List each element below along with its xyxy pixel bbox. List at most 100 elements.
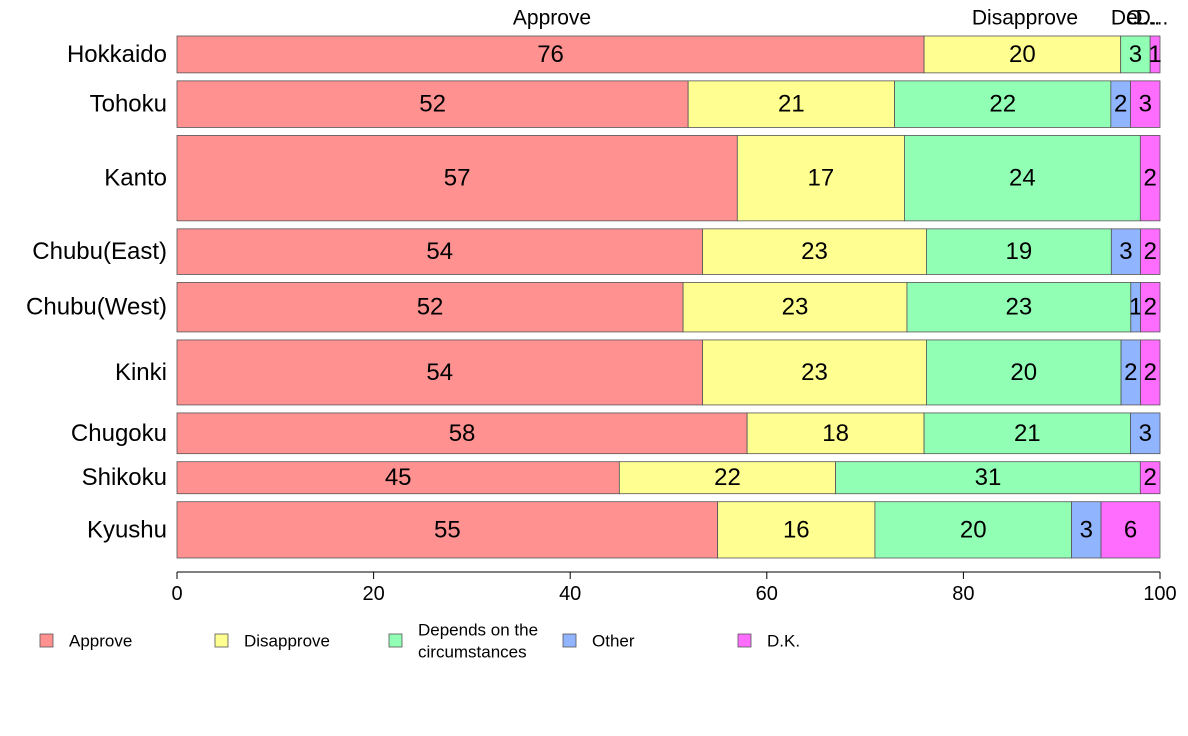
row-label: Tohoku — [90, 91, 167, 118]
bar-segment — [1140, 339, 1161, 406]
segment-value-label: 3 — [1080, 516, 1093, 543]
bar-segment — [176, 412, 748, 455]
legend-swatch — [737, 633, 752, 648]
legend-label: Disapprove — [244, 632, 330, 651]
segment-value-label: 2 — [1144, 238, 1157, 265]
segment-value-label: 22 — [714, 464, 741, 491]
x-tick-label: 100 — [1143, 583, 1176, 605]
segment-value-label: 20 — [1010, 359, 1037, 386]
column-header-label: De... — [1111, 7, 1155, 30]
segment-value-label: 21 — [778, 91, 805, 118]
legend-label: D.K. — [767, 632, 800, 651]
bar-segment — [1071, 501, 1102, 559]
bar-segment — [1130, 412, 1161, 455]
segment-value-label: 24 — [1009, 165, 1036, 192]
bar-segment — [1110, 228, 1141, 275]
bar-segment — [1139, 135, 1161, 222]
bar-segment — [176, 461, 620, 495]
segment-value-label: 52 — [419, 91, 446, 118]
bar-segment — [687, 80, 895, 128]
x-tick-label: 0 — [171, 583, 182, 605]
segment-value-label: 2 — [1144, 294, 1157, 321]
segment-value-label: 76 — [537, 41, 564, 68]
bar-segment — [1149, 35, 1161, 74]
row-label: Kanto — [104, 165, 167, 192]
segment-value-label: 2 — [1143, 165, 1156, 192]
legend-label: Other — [592, 632, 635, 651]
bar-segment — [1140, 282, 1161, 333]
legend-swatch — [388, 633, 403, 648]
row-label: Hokkaido — [67, 41, 167, 68]
column-header-label: D... — [1136, 7, 1169, 30]
segment-value-label: 3 — [1119, 238, 1132, 265]
bar-segment — [923, 35, 1122, 74]
segment-value-label: 57 — [444, 165, 471, 192]
segment-value-label: 2 — [1144, 359, 1157, 386]
segment-value-label: 54 — [426, 238, 453, 265]
segment-value-label: 16 — [783, 516, 810, 543]
segment-value-label: 23 — [801, 359, 828, 386]
bar-segment — [176, 228, 703, 275]
bar-segment — [1100, 501, 1161, 559]
legend-swatch — [39, 633, 54, 648]
bar-segment — [618, 461, 837, 495]
x-tick-label: 60 — [756, 583, 778, 605]
row-labels-group: Hokkaido Tohoku Kanto Chubu(East) Chubu(West… — [26, 41, 167, 543]
bar-segment — [1120, 35, 1151, 74]
x-tick-label: 80 — [952, 583, 974, 605]
bar-segment — [176, 35, 925, 74]
bar-segment — [1139, 461, 1161, 495]
segment-value-label: 23 — [1006, 294, 1033, 321]
segment-value-label: 2 — [1114, 91, 1127, 118]
segment-value-label: 3 — [1129, 41, 1142, 68]
segment-value-label: 1 — [1129, 294, 1142, 321]
bar-segment — [176, 501, 719, 559]
segment-value-label: 1 — [1148, 41, 1161, 68]
segment-value-label: 20 — [1009, 41, 1036, 68]
bar-segment — [702, 339, 927, 406]
bar-segment — [894, 80, 1112, 128]
legend-swatch — [562, 633, 577, 648]
bar-segment — [904, 135, 1141, 222]
bar-segment — [926, 228, 1112, 275]
segment-value-label: 2 — [1143, 464, 1156, 491]
segment-value-label: 31 — [975, 464, 1002, 491]
top-labels-group: Approve Disapprove De...O...D... — [513, 7, 1168, 30]
bar-segment — [176, 339, 703, 406]
x-axis: 0 20 40 60 80 100 — [171, 571, 1177, 605]
row-label: Shikoku — [82, 464, 167, 491]
segment-value-label: 58 — [449, 420, 476, 447]
bar-segment — [736, 135, 905, 222]
segment-value-label: 23 — [801, 238, 828, 265]
segment-value-label: 55 — [434, 516, 461, 543]
segment-value-label: 20 — [960, 516, 987, 543]
bar-segment — [1130, 80, 1161, 128]
column-header-label: Approve — [513, 7, 591, 30]
x-tick-label: 20 — [362, 583, 384, 605]
segment-value-label: 6 — [1124, 516, 1137, 543]
column-header-label: Disapprove — [972, 7, 1078, 30]
bar-segment — [702, 228, 927, 275]
x-tick-label: 40 — [559, 583, 581, 605]
segment-value-label: 45 — [385, 464, 412, 491]
bar-segment — [874, 501, 1072, 559]
bar-segment — [176, 80, 689, 128]
row-label: Chubu(East) — [32, 238, 167, 265]
column-header-label: O... — [1126, 7, 1160, 30]
bar-segment — [835, 461, 1141, 495]
segment-value-label: 3 — [1139, 91, 1152, 118]
segment-value-label: 21 — [1014, 420, 1041, 447]
row-label: Chugoku — [71, 420, 167, 447]
segment-value-label: 17 — [808, 165, 835, 192]
row-label: Kinki — [115, 359, 167, 386]
legend-label: circumstances — [418, 643, 527, 662]
segment-value-label: 22 — [989, 91, 1016, 118]
segment-value-label: 2 — [1124, 359, 1137, 386]
legend-label: Depends on the — [418, 621, 538, 640]
bar-segment — [176, 282, 684, 333]
bar-segment — [717, 501, 876, 559]
bar-segment — [176, 135, 738, 222]
row-label: Kyushu — [87, 516, 167, 543]
segment-value-label: 19 — [1006, 238, 1033, 265]
bars-group: 76 20 3 152 21 22 2 357 17 24 254 23 19 3 252 23 23 1 254 2… — [176, 35, 1162, 559]
